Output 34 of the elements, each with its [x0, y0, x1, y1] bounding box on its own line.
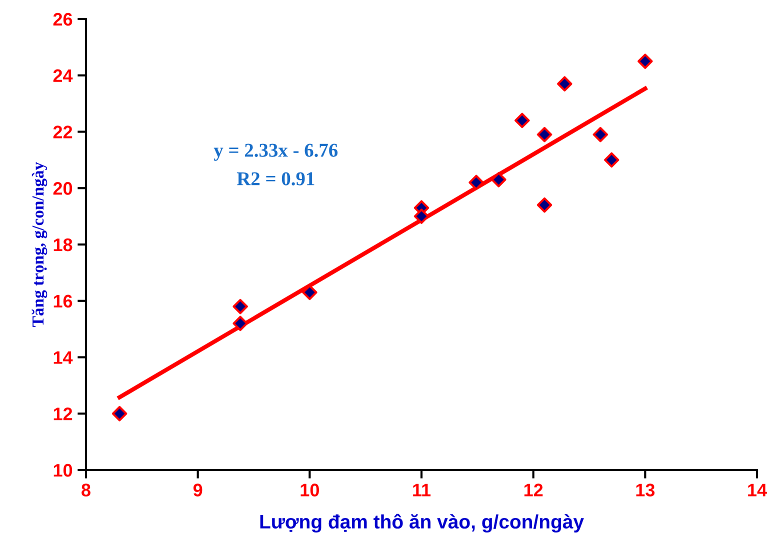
y-tick-label: 16: [54, 294, 72, 308]
point: [232, 316, 248, 332]
x-tick-label: 14: [748, 484, 767, 496]
annotation: y = 2.33x - 6.76: [214, 144, 338, 161]
point: [491, 172, 506, 188]
point: [414, 208, 430, 224]
y-tick-label: 20: [53, 182, 72, 195]
y-tick-label: 24: [53, 69, 73, 82]
point: [536, 126, 552, 142]
point: [557, 76, 572, 92]
x-tick-label: 9: [193, 484, 202, 496]
x-tick-label: 8: [82, 484, 90, 496]
y-axis-title: Tăng trọng, g/con/ngày: [32, 162, 48, 327]
y-tick-label: 10: [54, 464, 72, 477]
y-tick-label: 18: [54, 238, 72, 252]
point: [536, 197, 552, 213]
y-tick-label: 12: [54, 408, 72, 420]
point: [604, 152, 620, 168]
x-tick-label: 10: [300, 484, 319, 496]
annotation: R2 = 0.91: [236, 172, 314, 186]
y-tick-label: 22: [53, 126, 72, 138]
point: [638, 54, 653, 69]
point: [468, 174, 484, 190]
point: [514, 112, 530, 128]
x-tick-label: 11: [413, 484, 431, 496]
x-tick-label: 12: [524, 484, 543, 496]
point: [112, 406, 128, 422]
y-tick-label: 14: [54, 351, 73, 364]
point: [232, 298, 248, 314]
point: [302, 284, 318, 300]
x-axis-title: Lượng đạm thô ăn vào, g/con/ngày: [260, 514, 584, 533]
y-tick-label: 26: [53, 12, 72, 26]
x-tick-label: 13: [636, 484, 655, 496]
point: [592, 126, 608, 142]
